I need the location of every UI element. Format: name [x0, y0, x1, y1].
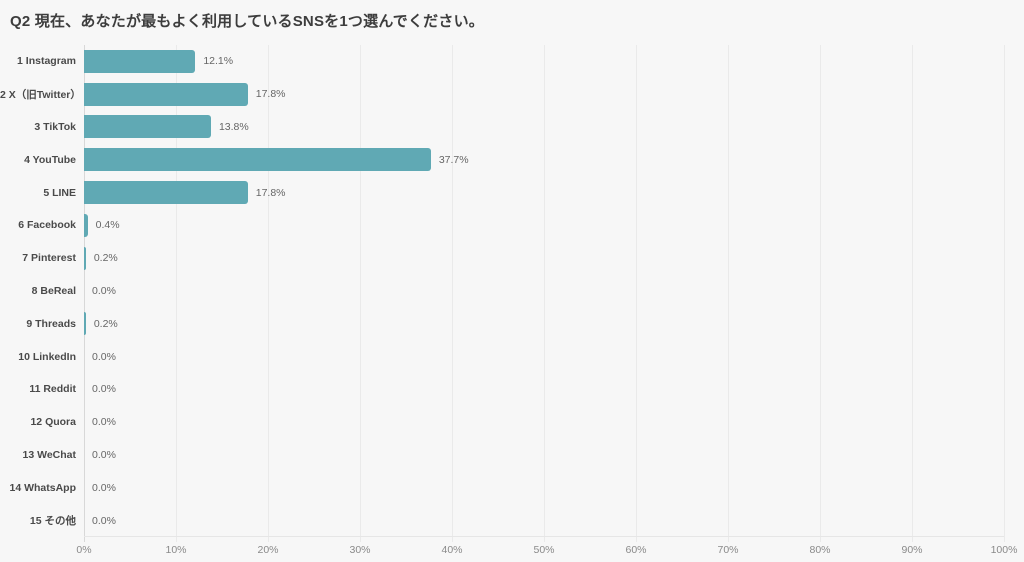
- value-label: 0.0%: [92, 481, 116, 494]
- bar-row: 8 BeReal 0.0%: [32, 275, 1004, 308]
- x-tick-label: 0%: [76, 544, 92, 556]
- bar-row: 9 Threads 0.2%: [26, 307, 1004, 340]
- gridline: [636, 45, 637, 542]
- bar: [84, 213, 88, 237]
- bar-row: 6 Facebook 0.4%: [18, 209, 1004, 242]
- bar: [84, 82, 248, 106]
- category-label: 13 WeChat: [22, 448, 77, 461]
- bar-row: 14 WhatsApp 0.0%: [9, 471, 1004, 504]
- x-tick-label: 40%: [441, 544, 463, 556]
- x-axis-line: [84, 536, 1004, 537]
- value-label: 0.0%: [92, 448, 116, 461]
- category-label: 2 X（旧Twitter）: [0, 88, 81, 101]
- category-label: 8 BeReal: [31, 284, 76, 297]
- bar-row: 5 LINE 17.8%: [43, 176, 1004, 209]
- x-tick-label: 100%: [990, 544, 1018, 556]
- value-label: 0.2%: [93, 317, 118, 330]
- value-label: 17.8%: [255, 88, 286, 101]
- category-label: 9 Threads: [26, 317, 76, 330]
- value-label: 0.0%: [92, 416, 116, 429]
- value-label: 13.8%: [218, 120, 249, 133]
- x-tick-label: 90%: [901, 544, 923, 556]
- x-tick-label: 30%: [349, 544, 371, 556]
- x-tick-label: 70%: [717, 544, 739, 556]
- category-label: 7 Pinterest: [22, 252, 76, 265]
- x-axis: 0% 10% 20% 30% 40% 50% 60% 70% 80% 90% 100%: [76, 537, 1017, 557]
- gridline: [360, 45, 361, 542]
- bar: [84, 115, 211, 139]
- gridline: [1004, 45, 1005, 542]
- bar: [84, 312, 86, 336]
- category-label: 10 LinkedIn: [18, 350, 76, 363]
- category-label: 6 Facebook: [18, 219, 76, 232]
- bar: [84, 246, 86, 270]
- value-label: 0.0%: [92, 383, 116, 396]
- value-label: 0.0%: [92, 350, 116, 363]
- category-label: 14 WhatsApp: [9, 481, 76, 494]
- category-label: 5 LINE: [43, 186, 76, 199]
- value-label: 0.2%: [93, 252, 118, 265]
- plot-area: 1 Instagram 12.1% 2 X（旧Twitter） 17.8% 3 TikT…: [0, 45, 1017, 556]
- value-label: 37.7%: [438, 153, 469, 166]
- category-label: 3 TikTok: [34, 120, 76, 133]
- bar-row: 7 Pinterest 0.2%: [22, 242, 1004, 275]
- bar-row: 4 YouTube 37.7%: [24, 143, 1004, 176]
- gridline: [728, 45, 729, 542]
- gridline: [912, 45, 913, 542]
- value-label: 17.8%: [255, 186, 286, 199]
- category-label: 4 YouTube: [24, 153, 76, 166]
- bar-row: 12 Quora 0.0%: [30, 406, 1004, 439]
- bar-row: 2 X（旧Twitter） 17.8%: [0, 78, 1004, 111]
- x-tick-label: 60%: [625, 544, 647, 556]
- category-label: 1 Instagram: [17, 55, 76, 68]
- bar-row: 13 WeChat 0.0%: [23, 439, 1004, 472]
- bar-row: 3 TikTok 13.8%: [34, 111, 1004, 144]
- value-label: 0.0%: [92, 514, 116, 527]
- chart-title: Q2 現在、あなたが最もよく利用しているSNSを1つ選んでください。: [10, 13, 484, 30]
- x-tick-label: 80%: [809, 544, 831, 556]
- value-label: 0.4%: [95, 219, 120, 232]
- bar: [84, 49, 196, 73]
- x-tick-label: 20%: [257, 544, 279, 556]
- bar-row: 11 Reddit 0.0%: [29, 373, 1004, 406]
- bar-rows: 1 Instagram 12.1% 2 X（旧Twitter） 17.8% 3 TikT…: [0, 45, 1004, 537]
- category-label: 15 その他: [29, 515, 76, 528]
- bar-row: 1 Instagram 12.1%: [17, 45, 1004, 78]
- gridlines: [84, 45, 1005, 542]
- value-label: 12.1%: [203, 55, 234, 68]
- gridline: [544, 45, 545, 542]
- y-axis-line: [84, 45, 85, 542]
- gridline: [452, 45, 453, 542]
- category-label: 12 Quora: [30, 416, 76, 429]
- gridline: [176, 45, 177, 542]
- gridline: [268, 45, 269, 542]
- x-tick-label: 50%: [533, 544, 555, 556]
- bar: [84, 181, 248, 205]
- gridline: [820, 45, 821, 542]
- value-label: 0.0%: [92, 284, 116, 297]
- x-tick-label: 10%: [165, 544, 187, 556]
- bar: [84, 148, 431, 172]
- bar-row: 10 LinkedIn 0.0%: [18, 340, 1004, 373]
- bar-row: 15 その他 0.0%: [30, 504, 1004, 537]
- category-label: 11 Reddit: [29, 383, 76, 396]
